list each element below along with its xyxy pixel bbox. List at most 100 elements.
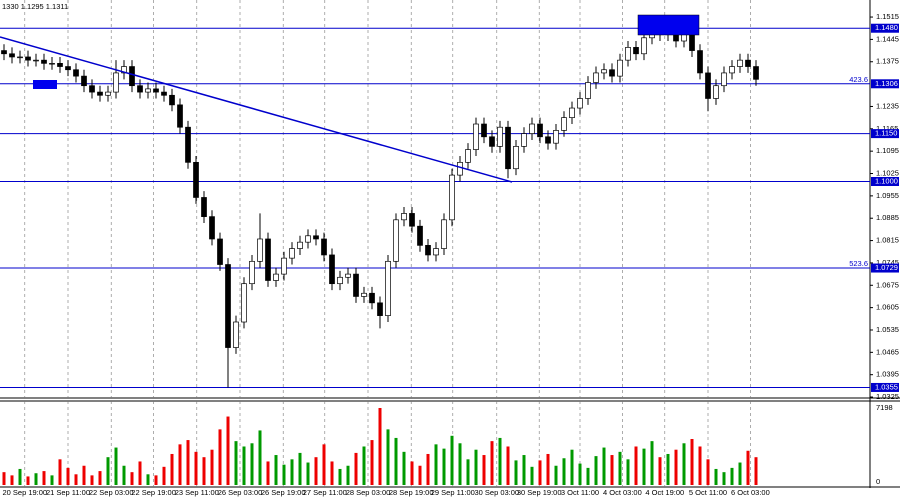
candle-body	[57, 63, 63, 67]
candle-body	[553, 130, 559, 144]
volume-bar	[74, 474, 78, 485]
volume-bar	[506, 446, 510, 485]
volume-tick-label: 0	[876, 477, 880, 486]
volume-bar	[242, 446, 246, 485]
candle-body	[457, 161, 463, 176]
candle-body	[361, 292, 367, 297]
candle-body	[201, 197, 207, 217]
candle-body	[577, 98, 583, 109]
x-tick-label: 22 Sep 03:00	[89, 488, 134, 497]
volume-bar	[562, 458, 566, 485]
volume-bar	[266, 461, 270, 485]
candle-body	[105, 91, 111, 96]
candle-body	[345, 273, 351, 278]
candle-body	[697, 50, 703, 74]
candle-body	[561, 117, 567, 131]
y-tick-label: 1.0465	[876, 347, 899, 356]
candle-body	[473, 123, 479, 150]
volume-bar	[642, 448, 646, 485]
candle-body	[521, 133, 527, 147]
candle-body	[737, 59, 743, 67]
candle-body	[1, 50, 7, 55]
candle-body	[497, 126, 503, 147]
fib-label: 423.6	[849, 75, 868, 84]
level-label-box	[871, 23, 899, 33]
volume-bar	[42, 471, 46, 485]
y-tick-label: 1.1515	[876, 12, 899, 21]
volume-bar	[706, 459, 710, 485]
volume-bar	[170, 453, 174, 485]
candle-body	[9, 53, 15, 58]
x-tick-label: 28 Sep 03:00	[346, 488, 391, 497]
candle-body	[73, 69, 79, 77]
candle-body	[465, 149, 471, 163]
candles	[1, 21, 759, 388]
volume-bar	[34, 473, 38, 485]
level-label-box	[871, 177, 899, 187]
volume-bar	[410, 461, 414, 485]
candle-body	[193, 161, 199, 198]
volume-bar	[690, 439, 694, 485]
y-tick-label: 1.1095	[876, 146, 899, 155]
candle-body	[185, 126, 191, 163]
y-tick-label: 1.0885	[876, 213, 899, 222]
volume-bar	[738, 462, 742, 485]
zone	[637, 14, 700, 36]
volume-bar	[498, 437, 502, 485]
volume-bar	[466, 459, 470, 485]
candle-body	[537, 123, 543, 138]
volume-bar	[210, 449, 214, 485]
volume-tick-label: 7198	[876, 403, 893, 412]
trendline	[0, 36, 513, 183]
volume-bar	[658, 457, 662, 485]
candle-body	[433, 248, 439, 256]
candle-body	[225, 264, 231, 348]
y-tick-label: 1.0955	[876, 191, 899, 200]
candle-body	[33, 59, 39, 62]
volume-bar	[194, 451, 198, 485]
x-tick-label: 26 Sep 03:00	[218, 488, 263, 497]
candle-body	[417, 225, 423, 246]
volume-bar	[82, 465, 86, 485]
volume-bar	[514, 460, 518, 485]
volume-bar	[234, 441, 238, 485]
candle-body	[633, 47, 639, 55]
volume-bar	[330, 461, 334, 485]
volume-bar	[98, 471, 102, 485]
candle-body	[49, 63, 55, 65]
volume-bar	[202, 457, 206, 485]
volume-bar	[146, 474, 150, 485]
y-tick-label: 1.0535	[876, 325, 899, 334]
volume-bar	[698, 446, 702, 485]
volume-bar	[450, 435, 454, 485]
volume-bar	[138, 461, 142, 485]
volume-bar	[346, 465, 350, 485]
candle-body	[505, 126, 511, 170]
volume-bar	[50, 475, 54, 485]
volume-bar	[746, 450, 750, 485]
candle-body	[273, 273, 279, 281]
candle-body	[249, 260, 255, 285]
volume-bar	[314, 457, 318, 485]
volume-bar	[714, 468, 718, 485]
level-label: 1.0355	[875, 382, 898, 391]
x-tick-label: 22 Sep 19:00	[131, 488, 176, 497]
x-tick-label: 29 Sep 11:00	[431, 488, 475, 497]
volume-bar	[522, 455, 526, 485]
candle-body	[97, 91, 103, 96]
volume-bar	[442, 448, 446, 485]
volume-bar	[402, 451, 406, 485]
volume-bar	[322, 444, 326, 485]
candle-body	[745, 59, 751, 67]
x-tick-label: 4 Oct 03:00	[603, 488, 642, 497]
candle-body	[425, 245, 431, 256]
volume-bar	[226, 416, 230, 485]
candle-body	[265, 238, 271, 281]
volume-bar	[66, 467, 70, 485]
volume-bar	[474, 449, 478, 485]
volume-bar	[26, 476, 30, 485]
zone	[33, 80, 57, 89]
candle-body	[401, 213, 407, 221]
volume-bar	[114, 447, 118, 485]
